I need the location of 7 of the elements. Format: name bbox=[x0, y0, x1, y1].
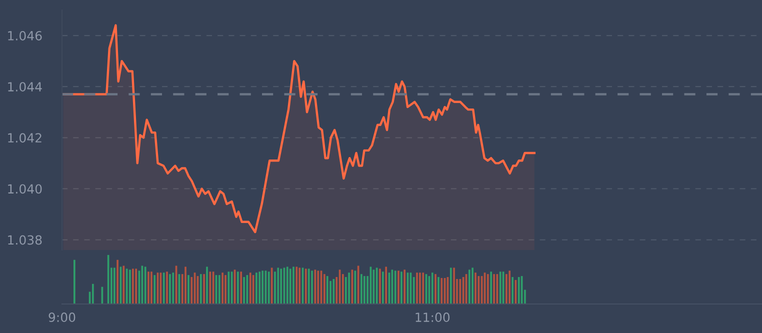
y-tick-label: 1.046 bbox=[8, 31, 42, 40]
x-tick-label: 11:00 bbox=[416, 312, 450, 322]
y-tick-label: 1.044 bbox=[8, 82, 42, 92]
y-tick-label: 1.038 bbox=[8, 235, 42, 245]
x-tick-label: 9:00 bbox=[48, 312, 76, 322]
y-tick-label: 1.040 bbox=[8, 184, 42, 194]
y-tick-label: 1.042 bbox=[8, 133, 42, 143]
